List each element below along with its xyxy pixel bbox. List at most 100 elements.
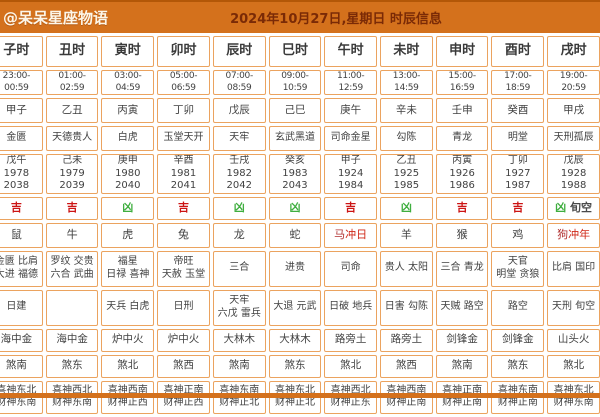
deity-cell: 金匮 <box>0 126 43 151</box>
bad-stars-cell: 日刑 <box>157 289 210 326</box>
bad-stars-cell: 日破 地兵 <box>324 289 378 326</box>
ganzhi-cell: 甲戌 <box>547 98 600 123</box>
zodiac-cell: 鸡 <box>491 222 545 248</box>
good-stars-cell: 三合 <box>212 250 266 287</box>
nayin-cell: 大林木 <box>212 328 266 352</box>
sha-direction-cell: 煞北 <box>101 354 155 378</box>
clash-years-cell: 庚申 1980 2040 <box>101 154 155 194</box>
clash-years-cell: 乙丑 1925 1985 <box>380 154 433 194</box>
ganzhi-cell: 癸酉 <box>491 98 545 123</box>
sha-direction-cell: 煞东 <box>45 354 99 378</box>
row-luck: 吉吉凶吉凶凶吉凶吉吉凶 旬空 <box>0 196 600 220</box>
nayin-cell: 剑锋金 <box>491 328 545 352</box>
time-range-cell: 23:00-00:59 <box>0 70 43 95</box>
row-hour: 子时 丑时 寅时 卯时 辰时 巳时 午时 未时 申时 酉时 戌时 <box>0 36 600 67</box>
good-stars-cell: 贵人 太阳 <box>380 250 433 287</box>
bad-stars-cell: 路空 <box>491 289 545 326</box>
hour-name-cell: 戌时 <box>547 36 600 67</box>
sha-direction-cell: 煞南 <box>435 354 489 378</box>
luck-cell: 吉 <box>0 196 43 220</box>
nayin-cell: 路旁土 <box>324 328 378 352</box>
nayin-cell: 炉中火 <box>101 328 155 352</box>
hours-table: 子时 丑时 寅时 卯时 辰时 巳时 午时 未时 申时 酉时 戌时 23:00-00:59 01:00-0… <box>0 33 600 417</box>
clash-years-cell: 戊午 1978 2038 <box>0 154 43 194</box>
ganzhi-cell: 庚午 <box>324 98 378 123</box>
clash-years-cell: 壬戌 1982 2042 <box>212 154 266 194</box>
deity-cell: 天刑孤辰 <box>547 126 600 151</box>
nayin-cell: 海中金 <box>45 328 99 352</box>
ganzhi-cell: 戊辰 <box>212 98 266 123</box>
deity-cell: 勾陈 <box>380 126 433 151</box>
good-stars-cell: 司命 <box>324 250 378 287</box>
sha-direction-cell: 煞南 <box>212 354 266 378</box>
hour-name-cell: 子时 <box>0 36 43 67</box>
bad-stars-cell: 天刑 旬空 <box>547 289 600 326</box>
luck-cell: 吉 <box>157 196 210 220</box>
sha-direction-cell: 煞西 <box>157 354 210 378</box>
clash-years-cell: 己未 1979 2039 <box>45 154 99 194</box>
zodiac-cell: 牛 <box>45 222 99 248</box>
good-stars-cell: 帝旺 天赦 玉堂 <box>157 250 210 287</box>
bad-stars-cell: 天兵 白虎 <box>101 289 155 326</box>
zodiac-cell: 羊 <box>380 222 433 248</box>
luck-cell: 吉 <box>45 196 99 220</box>
nayin-cell: 路旁土 <box>380 328 433 352</box>
hour-name-cell: 酉时 <box>491 36 545 67</box>
luck-cell: 凶 <box>101 196 155 220</box>
deity-cell: 青龙 <box>435 126 489 151</box>
good-stars-cell: 金匮 比肩大进 福德 <box>0 250 43 287</box>
good-stars-cell: 福星 日禄 喜神 <box>101 250 155 287</box>
row-ganzhi: 甲子 乙丑 丙寅 丁卯 戊辰 己巳 庚午 辛未 壬申 癸酉 甲戌 <box>0 98 600 123</box>
ganzhi-cell: 甲子 <box>0 98 43 123</box>
zodiac-cell: 兔 <box>157 222 210 248</box>
row-deity: 金匮 天德贵人 白虎 玉堂天开 天牢 玄武黑道 司命金星 勾陈 青龙 明堂 天刑孤辰 <box>0 126 600 151</box>
hour-name-cell: 丑时 <box>45 36 99 67</box>
nayin-cell: 剑锋金 <box>435 328 489 352</box>
bad-stars-cell: 天牢 六戊 雷兵 <box>212 289 266 326</box>
time-range-cell: 01:00-02:59 <box>45 70 99 95</box>
zodiac-cell: 龙 <box>212 222 266 248</box>
time-range-cell: 17:00-18:59 <box>491 70 545 95</box>
time-range-cell: 09:00-10:59 <box>268 70 322 95</box>
bad-stars-cell: 大退 元武 <box>268 289 322 326</box>
good-stars-cell: 三合 青龙 <box>435 250 489 287</box>
time-range-cell: 19:00-20:59 <box>547 70 600 95</box>
brand-title: @呆呆星座物语 <box>3 9 109 27</box>
deity-cell: 玉堂天开 <box>157 126 210 151</box>
row-time: 23:00-00:59 01:00-02:59 03:00-04:59 05:00-0… <box>0 70 600 95</box>
ganzhi-cell: 辛未 <box>380 98 433 123</box>
deity-cell: 白虎 <box>101 126 155 151</box>
zodiac-cell: 马冲日 <box>324 222 378 248</box>
hour-name-cell: 巳时 <box>268 36 322 67</box>
deity-cell: 天牢 <box>212 126 266 151</box>
bad-stars-cell: 日建 <box>0 289 43 326</box>
hour-name-cell: 申时 <box>435 36 489 67</box>
sha-direction-cell: 煞北 <box>324 354 378 378</box>
hour-name-cell: 辰时 <box>212 36 266 67</box>
luck-cell: 凶 <box>268 196 322 220</box>
bad-stars-cell: 日害 勾陈 <box>380 289 433 326</box>
hour-name-cell: 卯时 <box>157 36 210 67</box>
time-range-cell: 03:00-04:59 <box>101 70 155 95</box>
header-bar: @呆呆星座物语 2024年10月27日,星期日 时辰信息 <box>0 0 600 33</box>
row-clash: 戊午 1978 2038 己未 1979 2039 庚申 1980 2040 辛酉 1981 … <box>0 154 600 194</box>
sha-direction-cell: 煞北 <box>547 354 600 378</box>
ganzhi-cell: 丙寅 <box>101 98 155 123</box>
zodiac-cell: 猴 <box>435 222 489 248</box>
good-stars-cell: 进贵 <box>268 250 322 287</box>
luck-cell: 凶 <box>212 196 266 220</box>
ganzhi-cell: 丁卯 <box>157 98 210 123</box>
luck-cell: 凶 <box>380 196 433 220</box>
row-nayin: 海中金 海中金 炉中火 炉中火 大林木 大林木 路旁土 路旁土 剑锋金 剑锋金 山头火 <box>0 328 600 352</box>
nayin-cell: 海中金 <box>0 328 43 352</box>
nayin-cell: 炉中火 <box>157 328 210 352</box>
row-bad: 日建 天兵 白虎 日刑 天牢 六戊 雷兵 大退 元武 日破 地兵 日害 勾陈 天贼 路空 路空 天刑… <box>0 289 600 326</box>
row-zodiac: 鼠牛虎兔龙蛇马冲日羊猴鸡狗冲年 <box>0 222 600 248</box>
nayin-cell: 山头火 <box>547 328 600 352</box>
time-range-cell: 05:00-06:59 <box>157 70 210 95</box>
hour-name-cell: 未时 <box>380 36 433 67</box>
sha-direction-cell: 煞东 <box>491 354 545 378</box>
time-range-cell: 13:00-14:59 <box>380 70 433 95</box>
deity-cell: 天德贵人 <box>45 126 99 151</box>
